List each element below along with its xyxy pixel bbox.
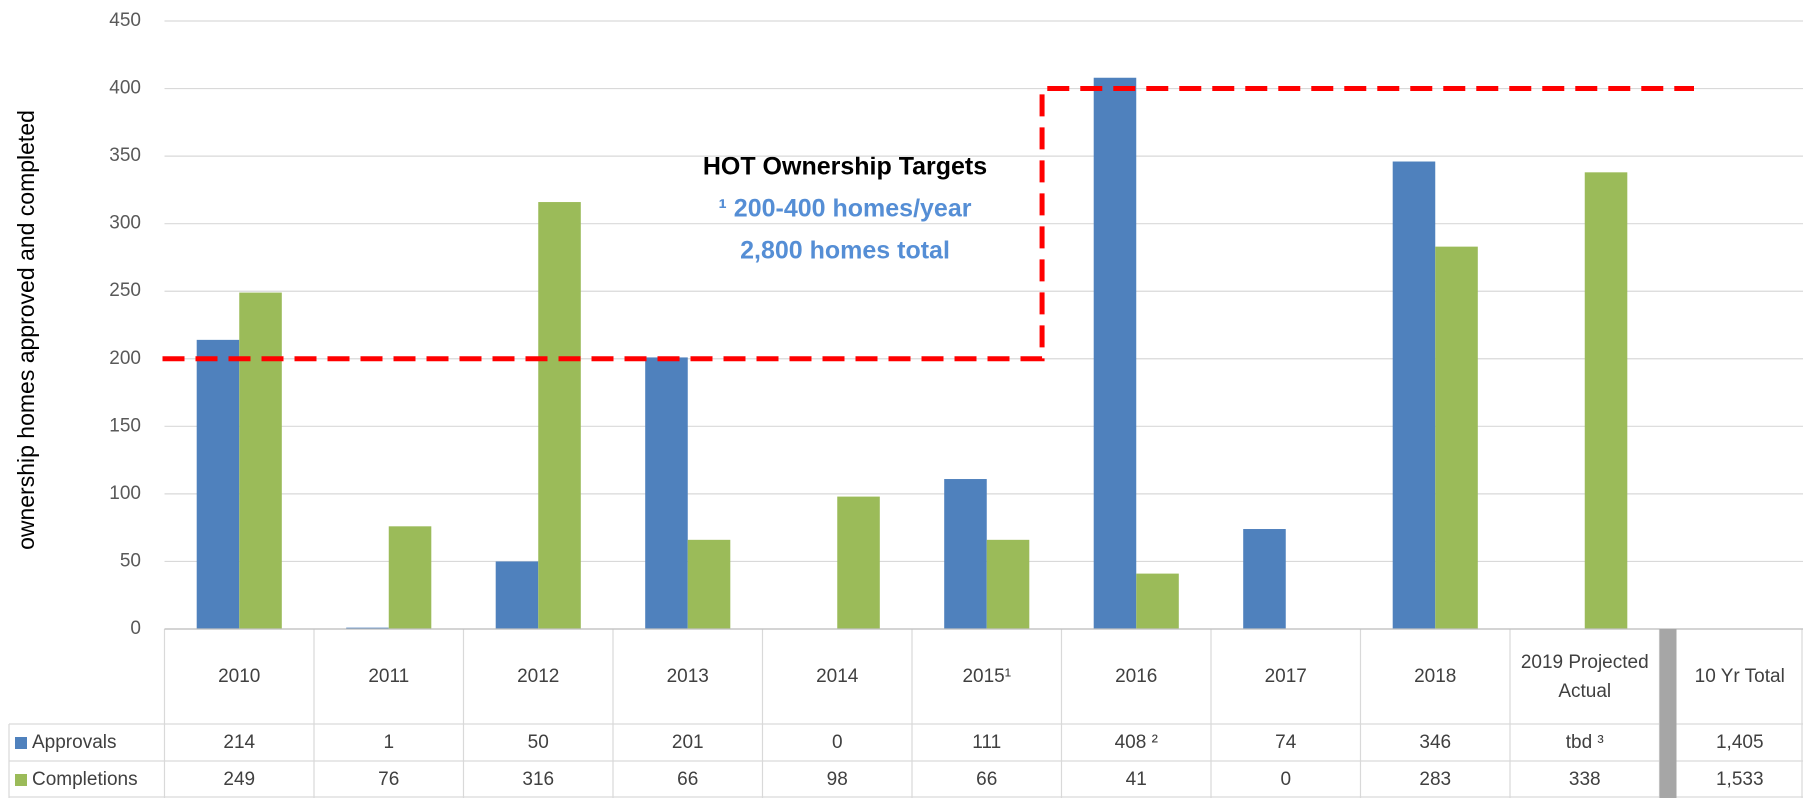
total-value: 1,405: [1715, 732, 1764, 753]
bar: [837, 496, 880, 629]
x-tick-label: 2013: [666, 666, 709, 687]
bar: [1392, 161, 1436, 629]
legend-swatch: [15, 736, 27, 749]
y-tick-label: 400: [109, 78, 141, 99]
bar: [944, 479, 987, 629]
y-tick-label: 200: [109, 348, 141, 369]
x-tick-label: 2016: [1115, 666, 1158, 687]
x-tick-label: 2018: [1414, 666, 1457, 687]
data-label: 66: [976, 769, 998, 790]
y-tick-label: 150: [109, 415, 141, 436]
y-axis-label: ownership homes approved and completed: [13, 110, 39, 550]
bar: [986, 539, 1030, 629]
bar: [538, 202, 581, 629]
bar: [645, 357, 688, 629]
bar: [388, 526, 432, 629]
data-label: 408 ²: [1114, 732, 1158, 753]
bar: [1435, 246, 1478, 629]
annotation-title: HOT Ownership Targets: [703, 153, 987, 181]
data-label: 76: [378, 769, 400, 790]
x-tick-label: 2015¹: [962, 666, 1012, 687]
legend-label: Completions: [32, 769, 138, 790]
data-label: 214: [223, 732, 256, 753]
data-label: 1: [383, 732, 395, 753]
bar: [1136, 573, 1179, 629]
x-tick-label: 2012: [517, 666, 560, 687]
annotation: ¹ 200-400 homes/year: [719, 195, 972, 223]
data-label: 0: [831, 732, 843, 753]
bar: [1093, 77, 1137, 630]
data-label: 201: [671, 732, 704, 753]
target-line: [162, 86, 1694, 362]
data-label: 74: [1275, 732, 1297, 753]
bar: [687, 539, 731, 629]
data-label: 346: [1419, 732, 1452, 753]
bar: [346, 627, 389, 629]
bar: [1243, 529, 1286, 629]
y-tick-label: 250: [109, 280, 141, 301]
total-value: 1,533: [1715, 769, 1764, 790]
y-tick-label: 300: [109, 213, 141, 234]
bar: [1584, 172, 1628, 629]
bar: [196, 339, 240, 629]
y-tick-label: 450: [109, 10, 141, 31]
data-label: 0: [1280, 769, 1292, 790]
x-tick-label: 2019 Projected Actual: [1520, 651, 1649, 702]
y-tick-label: 50: [120, 550, 141, 571]
data-label: 50: [527, 732, 549, 753]
data-label: 41: [1125, 769, 1147, 790]
legend-swatch: [15, 773, 27, 786]
separator: [1659, 629, 1677, 798]
data-label: tbd ³: [1565, 732, 1604, 753]
data-label: 316: [522, 769, 555, 790]
data-label: 111: [972, 732, 1002, 753]
x-tick-label: 2011: [368, 666, 410, 687]
legend-item: Completions: [9, 761, 165, 798]
legend-label: Approvals: [32, 732, 117, 753]
x-tick-label: 2014: [816, 666, 859, 687]
x-tick-label: 2010: [218, 666, 261, 687]
data-label: 249: [223, 769, 256, 790]
y-tick-label: 100: [109, 483, 141, 504]
data-label: 283: [1419, 769, 1452, 790]
annotation: 2,800 homes total: [740, 237, 950, 265]
bar: [495, 561, 539, 629]
legend-item: Approvals: [9, 724, 165, 761]
total-header: 10 Yr Total: [1694, 666, 1785, 687]
bar: [239, 292, 282, 629]
data-label: 98: [826, 769, 848, 790]
x-tick-label: 2017: [1264, 666, 1307, 687]
data-label: 338: [1568, 769, 1601, 790]
data-label: 66: [677, 769, 699, 790]
y-tick-label: 0: [130, 618, 141, 639]
y-tick-label: 350: [109, 145, 141, 166]
